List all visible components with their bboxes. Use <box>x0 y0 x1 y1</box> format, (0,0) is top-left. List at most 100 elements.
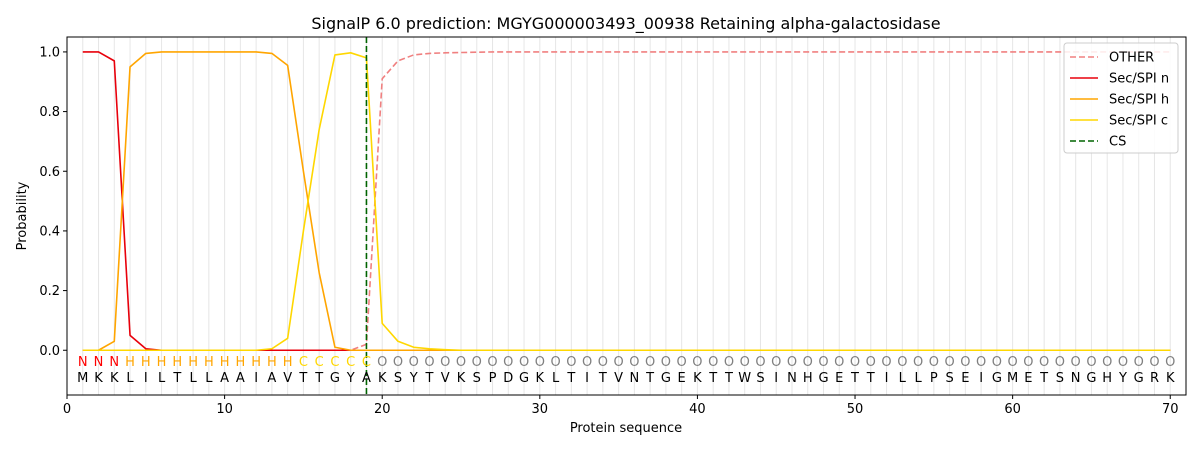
predicted-label: H <box>188 355 198 370</box>
predicted-label: H <box>267 355 277 370</box>
predicted-label: O <box>960 355 970 370</box>
predicted-label: O <box>535 355 545 370</box>
x-tick-label: 50 <box>847 402 864 417</box>
predicted-label: O <box>550 355 560 370</box>
legend-label: CS <box>1109 135 1126 150</box>
residue-letter: T <box>425 371 434 386</box>
residue-letter: H <box>803 371 813 386</box>
predicted-label: O <box>456 355 466 370</box>
residue-letter: G <box>661 371 671 386</box>
residue-letter: E <box>1024 371 1032 386</box>
predicted-label: C <box>330 355 339 370</box>
predicted-label: O <box>440 355 450 370</box>
residue-letter: S <box>1056 371 1064 386</box>
predicted-label: O <box>929 355 939 370</box>
predicted-label: O <box>661 355 671 370</box>
residue-letter: V <box>441 371 450 386</box>
residue-letter: R <box>1150 371 1159 386</box>
predicted-label: O <box>692 355 702 370</box>
y-axis-label: Probability <box>15 181 30 250</box>
legend-label: Sec/SPI h <box>1109 93 1169 108</box>
residue-letter: K <box>536 371 545 386</box>
residue-letter: G <box>330 371 340 386</box>
predicted-label: O <box>944 355 954 370</box>
predicted-label: O <box>582 355 592 370</box>
residue-letter: Y <box>1118 371 1127 386</box>
residue-letter: I <box>254 371 258 386</box>
residue-letter: Y <box>409 371 418 386</box>
y-tick-label: 0.4 <box>39 224 60 239</box>
residue-letter: S <box>473 371 481 386</box>
residue-letter: L <box>914 371 922 386</box>
x-axis-label: Protein sequence <box>570 421 682 436</box>
series-line-sec-spi-c <box>82 52 1171 352</box>
residue-letter: G <box>1134 371 1144 386</box>
chart-title: SignalP 6.0 prediction: MGYG000003493_00… <box>311 14 940 34</box>
residue-letter: W <box>738 371 751 386</box>
predicted-label: C <box>362 355 371 370</box>
residue-letter: K <box>94 371 103 386</box>
residue-letter: N <box>787 371 797 386</box>
predicted-label: H <box>172 355 182 370</box>
residue-letter: G <box>992 371 1002 386</box>
predicted-label: H <box>251 355 261 370</box>
x-tick-label: 60 <box>1004 402 1021 417</box>
predicted-label: O <box>472 355 482 370</box>
residue-letter: T <box>1039 371 1048 386</box>
residue-letter: A <box>236 371 245 386</box>
predicted-label: O <box>1134 355 1144 370</box>
series-layer <box>82 51 1171 352</box>
residue-letter: S <box>394 371 402 386</box>
predicted-label: O <box>677 355 687 370</box>
predicted-label: O <box>1118 355 1128 370</box>
residue-letter: K <box>110 371 119 386</box>
x-tick-label: 70 <box>1162 402 1179 417</box>
predicted-label: O <box>866 355 876 370</box>
x-tick-label: 30 <box>532 402 549 417</box>
predicted-label: O <box>818 355 828 370</box>
y-tick-label: 0.6 <box>39 165 60 180</box>
residue-letter: T <box>866 371 875 386</box>
residue-letter: A <box>220 371 229 386</box>
residue-letter: G <box>519 371 529 386</box>
residue-letter: H <box>1102 371 1112 386</box>
residue-letter: K <box>693 371 702 386</box>
residue-letter: T <box>314 371 323 386</box>
residue-letter: N <box>630 371 640 386</box>
residue-letter: M <box>1007 371 1018 386</box>
residue-letter: T <box>598 371 607 386</box>
residue-letter: K <box>1166 371 1175 386</box>
x-tick-label: 20 <box>374 402 391 417</box>
predicted-label: H <box>220 355 230 370</box>
y-tick-label: 0.8 <box>39 105 60 120</box>
legend-label: Sec/SPI n <box>1109 72 1169 87</box>
predicted-label: C <box>346 355 355 370</box>
predicted-label: O <box>487 355 497 370</box>
predicted-label: O <box>598 355 608 370</box>
residue-letter: G <box>1086 371 1096 386</box>
residue-letter: N <box>1071 371 1081 386</box>
predicted-label: O <box>1165 355 1175 370</box>
predicted-label: O <box>393 355 403 370</box>
residue-letter: I <box>144 371 148 386</box>
predicted-label: O <box>377 355 387 370</box>
predicted-label: O <box>1055 355 1065 370</box>
predicted-label: O <box>1008 355 1018 370</box>
legend-label: Sec/SPI c <box>1109 114 1168 129</box>
predicted-label: O <box>566 355 576 370</box>
residue-letter: T <box>708 371 717 386</box>
y-tick-label: 0.0 <box>39 344 60 359</box>
residue-letter: I <box>585 371 589 386</box>
predicted-label: O <box>724 355 734 370</box>
residue-letter: L <box>899 371 907 386</box>
y-tick-label: 0.2 <box>39 284 60 299</box>
residue-letter: T <box>850 371 859 386</box>
predicted-label: O <box>1071 355 1081 370</box>
predicted-label: O <box>1023 355 1033 370</box>
residue-letter: L <box>126 371 134 386</box>
residue-letter: E <box>961 371 969 386</box>
residue-letter: V <box>614 371 623 386</box>
residue-letter: T <box>172 371 181 386</box>
residue-letter: T <box>645 371 654 386</box>
